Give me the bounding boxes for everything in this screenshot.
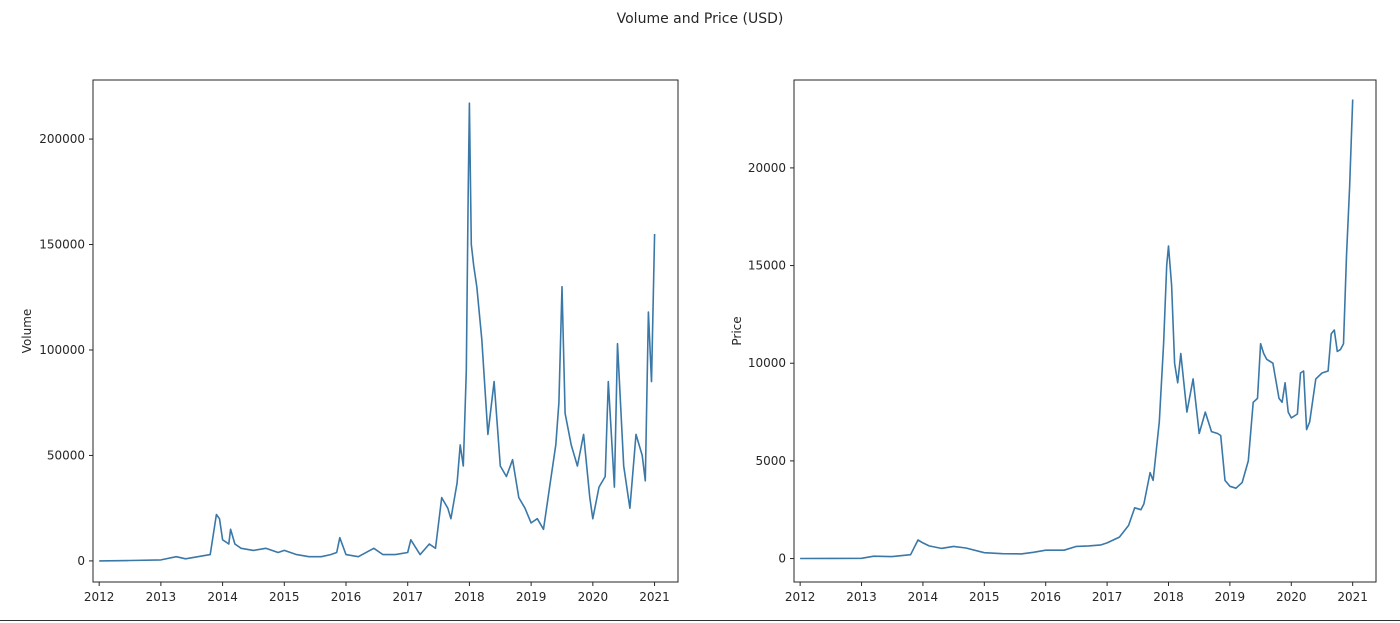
price-x-tick-label-2019: 2019 xyxy=(1215,590,1246,604)
price-y-axis-label: Price xyxy=(730,316,744,345)
volume-y-tick-label-0: 0 xyxy=(77,554,85,568)
price-y-tick-label-0: 0 xyxy=(778,552,786,566)
price-x-tick-label-2021: 2021 xyxy=(1337,590,1368,604)
volume-x-tick-label-2021: 2021 xyxy=(639,590,670,604)
volume-chart: 2012 2013 2014 2015 2016 2017 2018 2019 2020 2021… xyxy=(20,79,679,604)
volume-plot-frame xyxy=(92,79,679,583)
volume-x-tick-label-2018: 2018 xyxy=(454,590,485,604)
volume-series-line xyxy=(99,102,656,562)
price-x-tick-label-2018: 2018 xyxy=(1153,590,1184,604)
volume-y-tick-label-200000: 200000 xyxy=(39,132,85,146)
price-x-tick-label-2012: 2012 xyxy=(785,590,816,604)
volume-x-tick-label-2013: 2013 xyxy=(146,590,177,604)
price-plot-frame xyxy=(793,79,1377,583)
volume-y-tick-label-150000: 150000 xyxy=(39,238,85,252)
price-y-tick-label-15000: 15000 xyxy=(748,259,786,273)
price-x-tick-label-2015: 2015 xyxy=(969,590,1000,604)
volume-x-tick-label-2020: 2020 xyxy=(578,590,609,604)
price-x-tick-label-2013: 2013 xyxy=(846,590,877,604)
volume-y-axis-label: Volume xyxy=(20,309,34,354)
volume-x-tick-label-2014: 2014 xyxy=(207,590,238,604)
price-x-tick-label-2020: 2020 xyxy=(1276,590,1307,604)
volume-y-tick-label-100000: 100000 xyxy=(39,343,85,357)
price-y-tick-label-20000: 20000 xyxy=(748,161,786,175)
figure-title: Volume and Price (USD) xyxy=(616,11,784,27)
volume-x-tick-label-2015: 2015 xyxy=(269,590,300,604)
volume-x-tick-label-2016: 2016 xyxy=(331,590,362,604)
volume-x-tick-label-2012: 2012 xyxy=(84,590,115,604)
price-y-tick-label-5000: 5000 xyxy=(755,454,786,468)
volume-x-tick-label-2019: 2019 xyxy=(516,590,547,604)
volume-y-tick-label-50000: 50000 xyxy=(47,448,85,462)
bottom-divider xyxy=(0,620,1400,621)
price-series-line xyxy=(800,99,1354,560)
volume-x-tick-label-2017: 2017 xyxy=(392,590,423,604)
price-x-tick-label-2017: 2017 xyxy=(1092,590,1123,604)
price-x-tick-label-2014: 2014 xyxy=(908,590,939,604)
price-y-tick-label-10000: 10000 xyxy=(748,356,786,370)
price-x-tick-label-2016: 2016 xyxy=(1030,590,1061,604)
